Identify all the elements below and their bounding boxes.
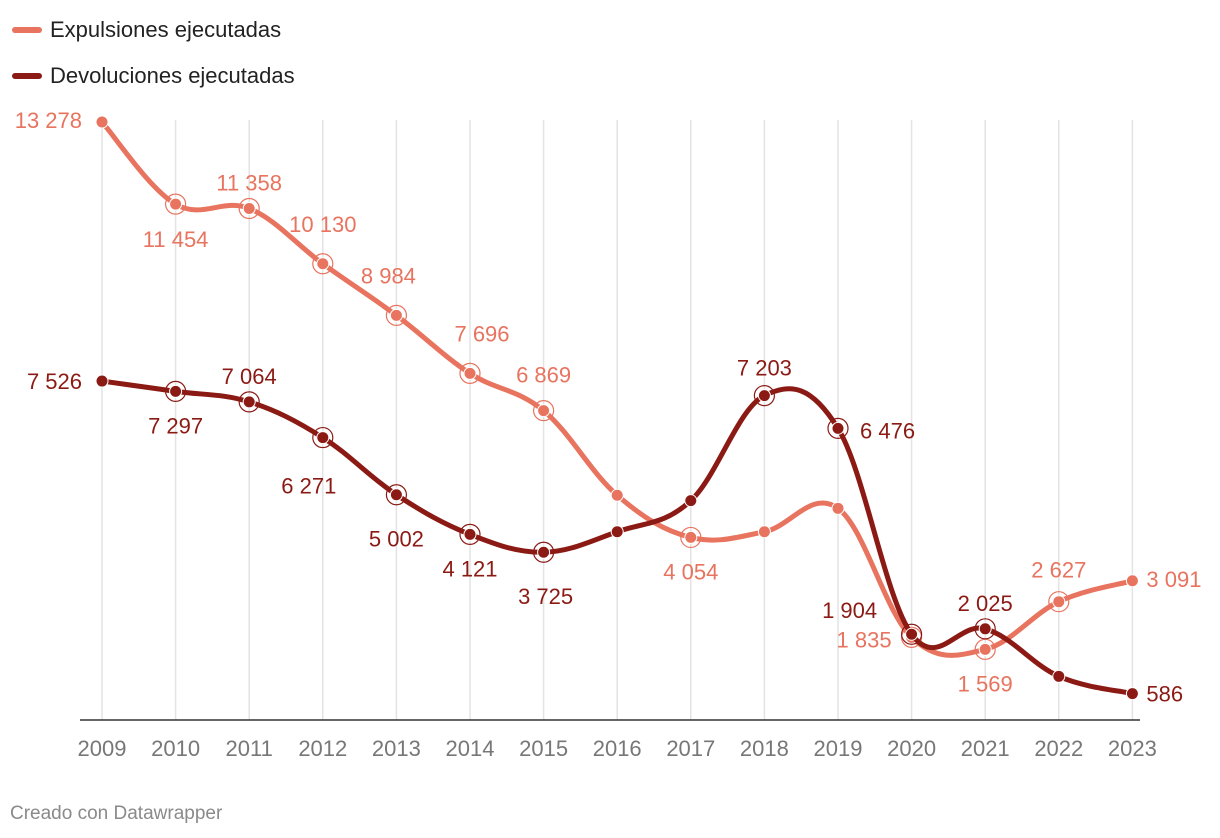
data-point-devoluciones-2017 bbox=[684, 494, 698, 508]
data-point-devoluciones-2012 bbox=[316, 431, 330, 445]
data-point-devoluciones-2011 bbox=[242, 395, 256, 409]
data-point-devoluciones-2023 bbox=[1125, 687, 1139, 701]
data-point-expulsiones-2012 bbox=[316, 257, 330, 271]
data-label-expulsiones-2010: 11 454 bbox=[143, 227, 209, 252]
data-label-expulsiones-2011: 11 358 bbox=[216, 170, 282, 195]
data-point-expulsiones-2013 bbox=[389, 308, 403, 322]
point-ring-devoluciones-2014 bbox=[459, 523, 481, 546]
x-tick-label-2009: 2009 bbox=[78, 736, 127, 761]
point-ring-expulsiones-2012 bbox=[312, 253, 334, 275]
data-label-devoluciones-2013: 5 002 bbox=[369, 527, 424, 552]
legend-swatch-devoluciones bbox=[12, 73, 42, 79]
data-point-devoluciones-2015 bbox=[537, 545, 551, 559]
data-point-devoluciones-2020 bbox=[905, 627, 919, 641]
data-point-devoluciones-2014 bbox=[463, 527, 477, 541]
x-tick-label-2014: 2014 bbox=[446, 736, 495, 761]
data-point-expulsiones-2009 bbox=[95, 115, 109, 129]
data-point-devoluciones-2009 bbox=[95, 374, 109, 388]
data-point-expulsiones-2014 bbox=[463, 366, 477, 380]
x-tick-label-2019: 2019 bbox=[814, 736, 863, 761]
data-point-expulsiones-2021 bbox=[978, 642, 992, 656]
data-label-expulsiones-2013: 8 984 bbox=[361, 263, 416, 288]
point-ring-expulsiones-2010 bbox=[165, 193, 187, 215]
data-point-expulsiones-2010 bbox=[169, 197, 183, 211]
x-tick-label-2020: 2020 bbox=[887, 736, 936, 761]
point-ring-devoluciones-2012 bbox=[312, 426, 334, 449]
data-label-devoluciones-2019: 6 476 bbox=[860, 418, 915, 443]
data-label-devoluciones-2020: 1 904 bbox=[822, 598, 877, 623]
line-chart: 2009 2010 2011 2012 2013 2014 2015 2016 2017 2018… bbox=[15, 108, 1202, 761]
data-label-expulsiones-2021: 1 569 bbox=[958, 671, 1013, 696]
x-tick-label-2010: 2010 bbox=[151, 736, 200, 761]
point-ring-expulsiones-2017 bbox=[680, 526, 702, 549]
x-tick-label-2018: 2018 bbox=[740, 736, 789, 761]
data-label-expulsiones-2023: 3 091 bbox=[1146, 567, 1201, 592]
data-point-expulsiones-2017 bbox=[684, 530, 698, 544]
data-label-devoluciones-2010: 7 297 bbox=[148, 413, 203, 438]
data-point-expulsiones-2019 bbox=[831, 501, 845, 515]
data-label-expulsiones-2020: 1 835 bbox=[837, 627, 892, 652]
data-label-expulsiones-2012: 10 130 bbox=[289, 212, 356, 237]
legend-label-expulsiones: Expulsiones ejecutadas bbox=[50, 17, 282, 42]
point-ring-expulsiones-2022 bbox=[1048, 591, 1070, 613]
point-ring-devoluciones-2021 bbox=[974, 618, 996, 640]
data-point-devoluciones-2016 bbox=[610, 525, 624, 539]
legend-label-devoluciones: Devoluciones ejecutadas bbox=[50, 63, 295, 88]
data-point-expulsiones-2011 bbox=[242, 201, 256, 215]
x-tick-label-2012: 2012 bbox=[298, 736, 347, 761]
point-ring-devoluciones-2018 bbox=[753, 384, 776, 407]
point-ring-expulsiones-2013 bbox=[385, 304, 407, 326]
data-label-expulsiones-2009: 13 278 bbox=[15, 108, 82, 133]
data-point-devoluciones-2018 bbox=[757, 389, 771, 403]
data-point-expulsiones-2018 bbox=[757, 525, 771, 539]
data-label-devoluciones-2011: 7 064 bbox=[222, 364, 277, 389]
point-ring-devoluciones-2020 bbox=[900, 623, 923, 645]
data-label-expulsiones-2015: 6 869 bbox=[516, 363, 571, 388]
data-label-devoluciones-2012: 6 271 bbox=[281, 474, 336, 499]
x-tick-label-2013: 2013 bbox=[372, 736, 421, 761]
data-label-devoluciones-2009: 7 526 bbox=[27, 369, 82, 394]
series-line-devoluciones bbox=[99, 378, 1135, 697]
data-point-expulsiones-2016 bbox=[610, 488, 624, 502]
data-point-expulsiones-2022 bbox=[1052, 595, 1066, 609]
x-tick-label-2011: 2011 bbox=[226, 736, 273, 761]
x-tick-label-2016: 2016 bbox=[593, 736, 642, 761]
point-ring-devoluciones-2013 bbox=[385, 484, 407, 506]
point-ring-devoluciones-2015 bbox=[532, 541, 555, 563]
x-tick-label-2022: 2022 bbox=[1034, 736, 1083, 761]
data-label-expulsiones-2017: 4 054 bbox=[663, 559, 718, 584]
data-point-devoluciones-2010 bbox=[169, 384, 183, 398]
point-ring-devoluciones-2019 bbox=[827, 417, 849, 439]
data-label-devoluciones-2015: 3 725 bbox=[518, 584, 573, 609]
data-label-expulsiones-2014: 7 696 bbox=[454, 321, 509, 346]
data-label-devoluciones-2014: 4 121 bbox=[442, 556, 497, 581]
chart-legend: Expulsiones ejecutadas Devoluciones ejec… bbox=[12, 12, 295, 104]
data-label-devoluciones-2018: 7 203 bbox=[737, 356, 792, 381]
x-tick-label-2021: 2021 bbox=[961, 736, 1010, 761]
point-ring-expulsiones-2015 bbox=[532, 400, 555, 422]
data-point-devoluciones-2022 bbox=[1052, 669, 1066, 683]
legend-item-expulsiones: Expulsiones ejecutadas bbox=[12, 12, 295, 48]
legend-swatch-expulsiones bbox=[12, 27, 42, 33]
point-ring-expulsiones-2014 bbox=[459, 362, 481, 384]
point-ring-expulsiones-2011 bbox=[238, 197, 260, 220]
data-point-expulsiones-2015 bbox=[537, 404, 551, 418]
legend-item-devoluciones: Devoluciones ejecutadas bbox=[12, 58, 295, 94]
point-ring-devoluciones-2010 bbox=[165, 380, 187, 402]
x-tick-label-2023: 2023 bbox=[1108, 736, 1157, 761]
point-ring-devoluciones-2011 bbox=[238, 391, 260, 413]
data-point-devoluciones-2019 bbox=[831, 421, 845, 435]
x-tick-label-2017: 2017 bbox=[666, 736, 715, 761]
data-point-expulsiones-2023 bbox=[1125, 574, 1139, 588]
data-label-devoluciones-2023: 586 bbox=[1146, 682, 1183, 707]
data-point-devoluciones-2013 bbox=[389, 488, 403, 502]
data-label-devoluciones-2021: 2 025 bbox=[958, 591, 1013, 616]
data-label-expulsiones-2022: 2 627 bbox=[1031, 558, 1086, 583]
data-point-devoluciones-2021 bbox=[978, 622, 992, 636]
credit-footer: Creado con Datawrapper bbox=[10, 803, 223, 824]
x-tick-label-2015: 2015 bbox=[519, 736, 568, 761]
